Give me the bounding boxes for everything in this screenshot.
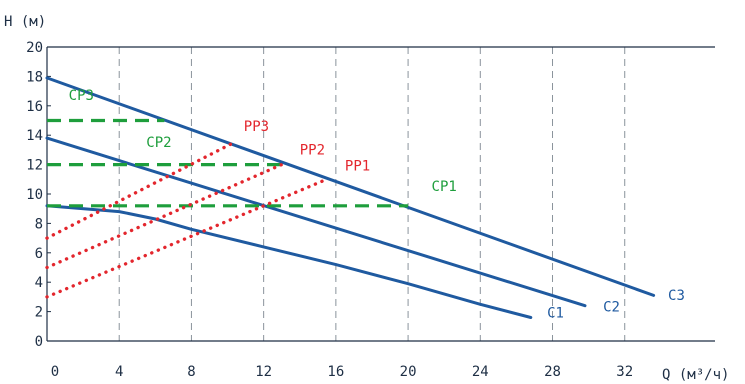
y-tick-label-6: 6: [35, 246, 43, 262]
x-axis-label: Q (м³/ч): [662, 367, 729, 383]
x-tick-label-8: 8: [187, 364, 195, 380]
series-line-pp1: [45, 177, 329, 299]
y-axis-label: H (м): [4, 14, 46, 30]
series-line-c1: [45, 204, 533, 319]
grid: [118, 47, 626, 341]
x-tick-label-16: 16: [327, 364, 344, 380]
series-label-cp2: CP2: [146, 135, 171, 151]
series-labels: C1 C2 C3 CP1 CP2 CP3 PP1 PP2 PP3: [69, 88, 685, 322]
series-label-pp2: PP2: [300, 142, 325, 158]
series-label-c3: C3: [668, 288, 685, 304]
y-tick-label-16: 16: [26, 99, 43, 115]
x-tick-label-20: 20: [400, 364, 417, 380]
series-line-c2: [45, 136, 587, 308]
y-tick-label-10: 10: [26, 187, 43, 203]
y-tick-label-4: 4: [35, 275, 43, 291]
series-line-c3: [45, 76, 656, 297]
x-tick-label-28: 28: [544, 364, 561, 380]
y-tick-label-8: 8: [35, 216, 43, 232]
series-label-pp3: PP3: [244, 119, 269, 135]
series-label-cp1: CP1: [432, 179, 457, 195]
x-tick-label-12: 12: [255, 364, 272, 380]
y-tick-label-20: 20: [26, 40, 43, 56]
y-tick-label-14: 14: [26, 128, 43, 144]
x-tick-label-24: 24: [472, 364, 489, 380]
series-label-pp1: PP1: [345, 158, 370, 174]
x-tick-label-32: 32: [616, 364, 633, 380]
series-label-cp3: CP3: [69, 88, 94, 104]
series-label-c1: C1: [547, 305, 564, 321]
y-tick-label-12: 12: [26, 158, 43, 174]
axes: [46, 46, 715, 342]
y-tick-label-2: 2: [35, 305, 43, 321]
series-line-pp2: [45, 162, 284, 270]
x-tick-label-0: 0: [51, 364, 59, 380]
y-tick-label-0: 0: [35, 334, 43, 350]
y-tick-label-18: 18: [26, 69, 43, 85]
series-label-c2: C2: [603, 300, 620, 316]
x-tick-labels: 0 4 8 12 16 20 24 28 32: [51, 364, 633, 380]
x-tick-label-4: 4: [115, 364, 123, 380]
series-line-pp3: [45, 139, 239, 240]
series-lines: [45, 76, 656, 319]
